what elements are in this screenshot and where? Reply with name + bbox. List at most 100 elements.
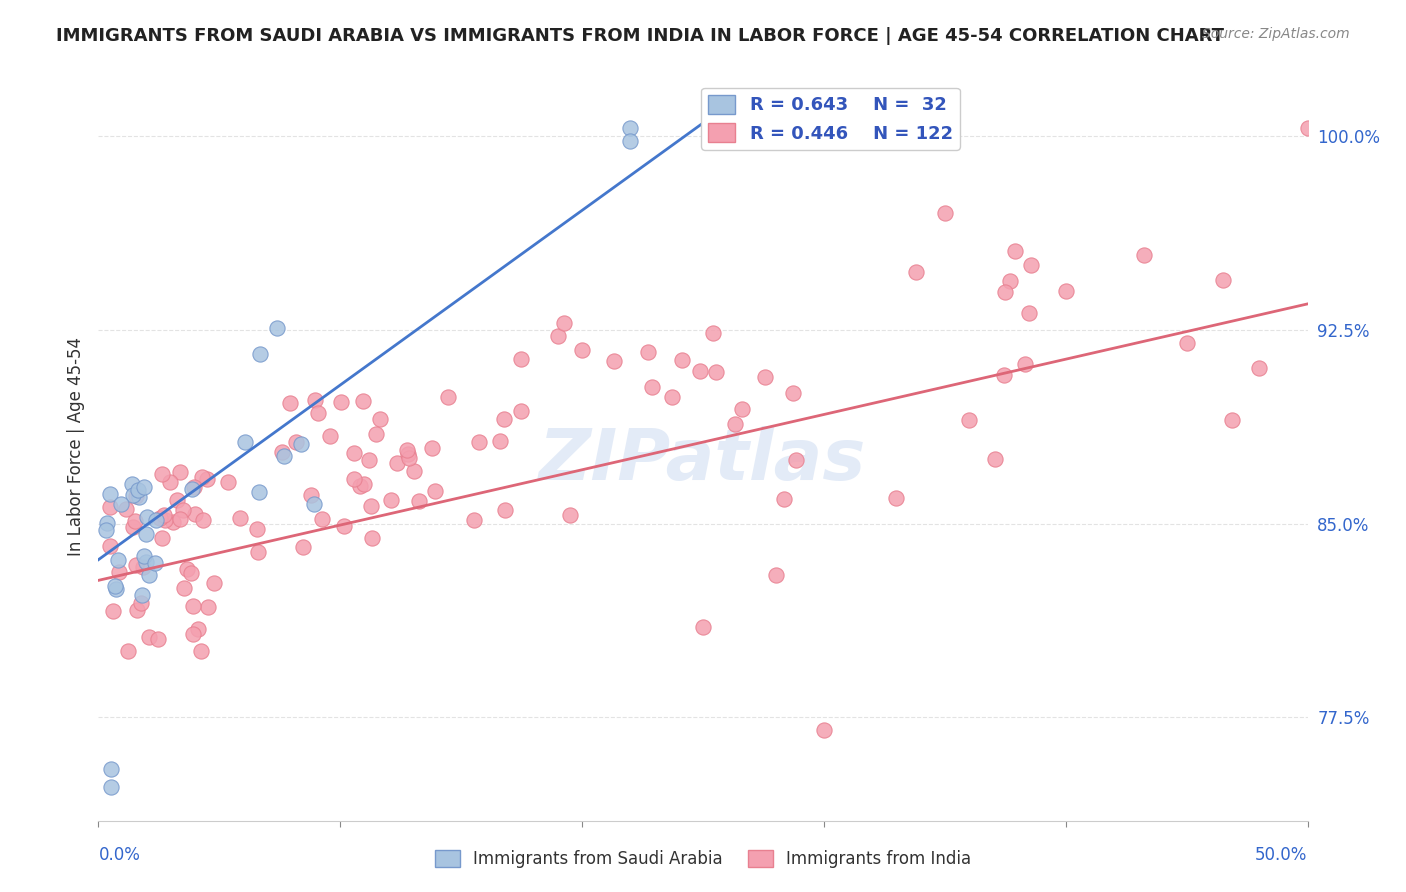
Point	[957, 413, 980, 427]
Point	[619, 134, 641, 148]
Point	[641, 380, 664, 394]
Point	[934, 206, 956, 220]
Point	[311, 512, 333, 526]
Point	[619, 121, 641, 136]
Point	[149, 511, 172, 525]
Point	[984, 451, 1007, 466]
Point	[169, 466, 191, 480]
Point	[364, 426, 387, 441]
Point	[152, 508, 174, 523]
Point	[125, 603, 148, 617]
Point	[307, 406, 329, 420]
Point	[290, 437, 312, 451]
Point	[108, 566, 131, 580]
Point	[661, 390, 683, 404]
Point	[349, 479, 371, 493]
Point	[180, 483, 202, 497]
Point	[202, 576, 225, 591]
Point	[1175, 335, 1198, 350]
Point	[117, 644, 139, 658]
Point	[138, 631, 160, 645]
Point	[994, 285, 1017, 299]
Point	[100, 762, 122, 776]
Point	[1000, 274, 1022, 288]
Point	[359, 452, 381, 467]
Point	[494, 503, 516, 517]
Point	[129, 596, 152, 610]
Point	[173, 582, 195, 596]
Point	[94, 523, 117, 537]
Point	[150, 531, 173, 545]
Point	[166, 492, 188, 507]
Point	[217, 475, 239, 489]
Point	[273, 449, 295, 463]
Point	[143, 556, 166, 570]
Text: Source: ZipAtlas.com: Source: ZipAtlas.com	[1202, 27, 1350, 41]
Point	[233, 435, 256, 450]
Point	[190, 644, 212, 658]
Point	[128, 490, 150, 504]
Point	[228, 511, 250, 525]
Point	[183, 508, 205, 522]
Point	[423, 483, 446, 498]
Point	[463, 513, 485, 527]
Point	[396, 443, 419, 458]
Point	[571, 343, 593, 358]
Point	[1014, 357, 1036, 371]
Point	[1133, 248, 1156, 262]
Point	[183, 480, 205, 494]
Point	[96, 516, 118, 531]
Point	[398, 450, 420, 465]
Point	[1004, 244, 1026, 258]
Point	[169, 512, 191, 526]
Point	[249, 347, 271, 361]
Point	[191, 513, 214, 527]
Point	[754, 369, 776, 384]
Point	[195, 472, 218, 486]
Point	[813, 723, 835, 738]
Point	[180, 566, 202, 580]
Point	[103, 604, 125, 618]
Point	[773, 492, 796, 507]
Point	[782, 386, 804, 401]
Point	[291, 540, 314, 554]
Point	[904, 265, 927, 279]
Point	[380, 492, 402, 507]
Point	[246, 522, 269, 536]
Point	[1212, 273, 1234, 287]
Point	[150, 467, 173, 481]
Point	[385, 457, 408, 471]
Point	[993, 368, 1015, 383]
Point	[110, 496, 132, 510]
Point	[731, 402, 754, 417]
Point	[105, 582, 128, 597]
Text: IMMIGRANTS FROM SAUDI ARABIA VS IMMIGRANTS FROM INDIA IN LABOR FORCE | AGE 45-54: IMMIGRANTS FROM SAUDI ARABIA VS IMMIGRAN…	[56, 27, 1225, 45]
Point	[1018, 306, 1040, 320]
Point	[247, 545, 270, 559]
Point	[402, 464, 425, 478]
Point	[553, 316, 575, 330]
Point	[125, 489, 148, 503]
Point	[302, 497, 325, 511]
Point	[127, 483, 149, 498]
Point	[671, 352, 693, 367]
Point	[121, 520, 143, 534]
Point	[159, 475, 181, 489]
Point	[135, 510, 157, 524]
Legend: R = 0.643    N =  32, R = 0.446    N = 122: R = 0.643 N = 32, R = 0.446 N = 122	[700, 88, 960, 150]
Point	[162, 515, 184, 529]
Point	[138, 568, 160, 582]
Point	[467, 434, 489, 449]
Text: ZIPatlas: ZIPatlas	[540, 426, 866, 495]
Point	[107, 553, 129, 567]
Point	[278, 396, 301, 410]
Point	[183, 626, 205, 640]
Point	[332, 519, 354, 533]
Point	[285, 435, 308, 450]
Point	[132, 549, 155, 563]
Point	[153, 513, 176, 527]
Point	[1019, 258, 1042, 272]
Point	[191, 470, 214, 484]
Point	[692, 620, 714, 634]
Point	[176, 562, 198, 576]
